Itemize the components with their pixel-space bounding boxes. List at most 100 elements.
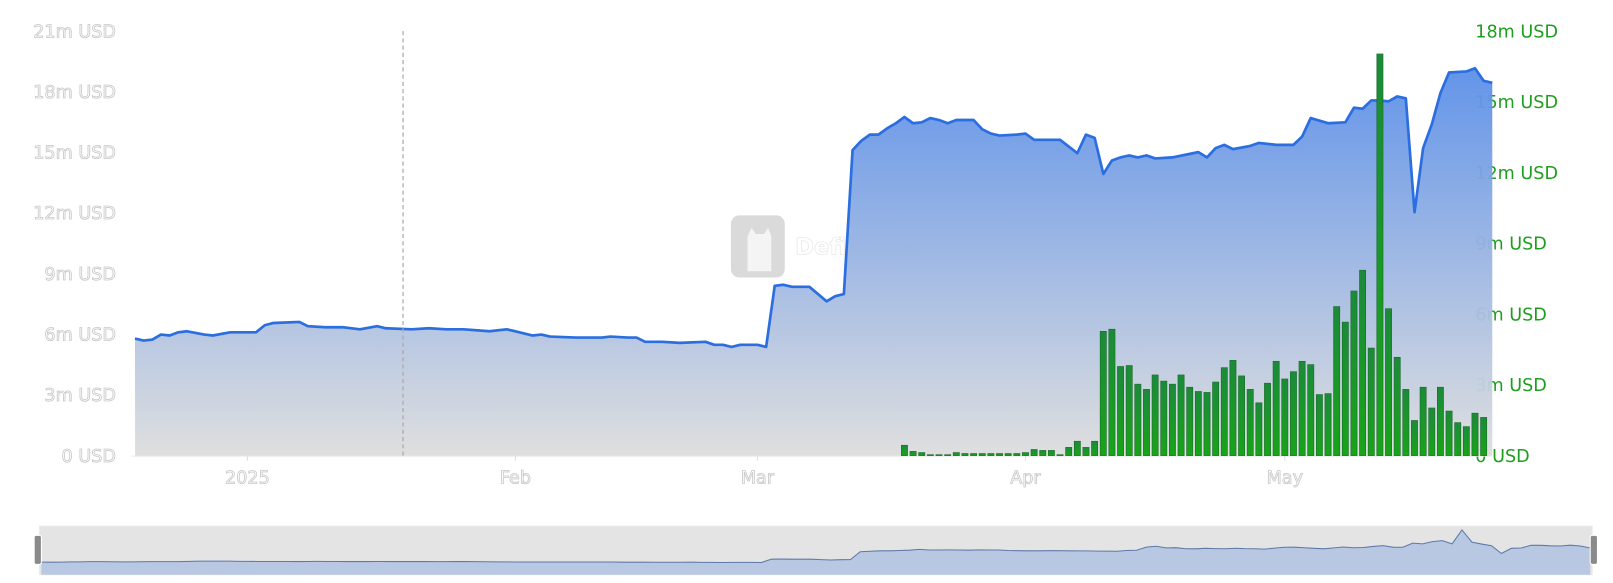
volume-bar[interactable] — [1307, 364, 1315, 456]
volume-bar[interactable] — [1411, 420, 1418, 456]
volume-bar[interactable] — [1367, 347, 1375, 456]
volume-bar[interactable] — [1177, 374, 1185, 456]
volume-bar[interactable] — [1246, 389, 1254, 456]
volume-bar[interactable] — [1376, 53, 1384, 456]
left-axis-tick-label: 3m USD — [44, 386, 116, 406]
volume-bar[interactable] — [961, 453, 969, 456]
volume-bar[interactable] — [944, 454, 952, 456]
x-axis: 2025 Feb Mar Apr May — [225, 455, 1303, 489]
volume-bar[interactable] — [1108, 328, 1116, 456]
volume-bar[interactable] — [987, 453, 995, 456]
left-axis-tick-label: 18m USD — [33, 83, 116, 103]
zoom-slider[interactable] — [33, 525, 1598, 576]
volume-bar[interactable] — [909, 451, 917, 456]
volume-bar[interactable] — [1272, 360, 1280, 456]
volume-bar[interactable] — [1298, 360, 1306, 456]
volume-bar[interactable] — [1445, 410, 1453, 456]
volume-bar[interactable] — [1151, 374, 1159, 456]
volume-bar[interactable] — [996, 453, 1003, 456]
volume-bar[interactable] — [1281, 378, 1289, 456]
volume-bar[interactable] — [1056, 454, 1064, 456]
volume-bar[interactable] — [1220, 367, 1228, 456]
volume-bar[interactable] — [1436, 386, 1444, 456]
volume-bar[interactable] — [1350, 290, 1358, 456]
volume-bars-overlay — [901, 53, 1488, 456]
volume-bar[interactable] — [1333, 306, 1341, 456]
volume-bar[interactable] — [1419, 386, 1427, 456]
volume-bar[interactable] — [1099, 331, 1107, 456]
volume-bar[interactable] — [1385, 308, 1392, 456]
volume-bar[interactable] — [1073, 440, 1081, 456]
volume-bar[interactable] — [1186, 386, 1194, 456]
x-axis-tick-label: Apr — [1010, 469, 1041, 489]
right-axis-tick-label: 3m USD — [1475, 376, 1547, 396]
llama-logo-shape — [747, 227, 772, 272]
volume-bar[interactable] — [1324, 393, 1332, 456]
volume-bar[interactable] — [1143, 389, 1150, 456]
volume-bar[interactable] — [1169, 383, 1176, 456]
volume-bar[interactable] — [918, 452, 926, 456]
volume-bar[interactable] — [1341, 321, 1349, 456]
volume-bar[interactable] — [1393, 356, 1401, 456]
volume-bar[interactable] — [978, 453, 986, 456]
volume-bar[interactable] — [1117, 366, 1124, 456]
left-axis-tick-label: 0 USD — [62, 447, 116, 467]
slider-overview-line — [41, 529, 1591, 564]
x-axis-tick-label: 2025 — [225, 469, 270, 489]
slider-overview-area — [41, 529, 1591, 575]
volume-bar[interactable] — [1255, 402, 1263, 456]
left-axis-tick-label: 12m USD — [33, 204, 116, 224]
volume-bar[interactable] — [1402, 389, 1410, 456]
volume-bar[interactable] — [1428, 407, 1436, 456]
volume-bar[interactable] — [1160, 380, 1168, 456]
slider-right-handle[interactable] — [1589, 534, 1598, 565]
volume-bar[interactable] — [1065, 447, 1073, 456]
volume-bar[interactable] — [901, 444, 908, 456]
volume-bar[interactable] — [1022, 452, 1029, 456]
volume-bar[interactable] — [1290, 371, 1297, 456]
volume-bar[interactable] — [1462, 426, 1470, 456]
x-axis-tick-label: Feb — [500, 469, 531, 489]
volume-bar[interactable] — [1315, 394, 1323, 456]
left-axis-tick-label: 21m USD — [33, 22, 116, 42]
volume-bar[interactable] — [1030, 449, 1038, 456]
x-axis-tick-label: Mar — [741, 469, 775, 489]
right-axis-tick-label: 15m USD — [1475, 93, 1558, 113]
right-axis-tick-label: 9m USD — [1475, 235, 1547, 255]
right-axis-tick-label: 12m USD — [1475, 164, 1558, 184]
volume-bar[interactable] — [1229, 360, 1237, 456]
slider-left-handle[interactable] — [33, 534, 42, 565]
volume-bar[interactable] — [1264, 382, 1271, 456]
volume-bar[interactable] — [1359, 269, 1367, 456]
volume-bar[interactable] — [1471, 412, 1479, 456]
tvl-area — [135, 68, 1493, 456]
volume-bar[interactable] — [1039, 450, 1047, 456]
volume-bar[interactable] — [1047, 450, 1055, 456]
volume-bar[interactable] — [1004, 453, 1012, 456]
volume-bar[interactable] — [1203, 392, 1211, 456]
volume-bar[interactable] — [1454, 422, 1462, 456]
volume-bar[interactable] — [926, 454, 934, 456]
left-y-axis: 0 USD 3m USD 6m USD 9m USD 12m USD 15m USD 18m… — [33, 22, 117, 467]
tvl-line — [134, 66, 1493, 349]
volume-bar[interactable] — [1238, 375, 1246, 456]
left-axis-tick-label: 6m USD — [44, 326, 116, 346]
volume-bar[interactable] — [952, 452, 960, 456]
volume-bar[interactable] — [1091, 440, 1099, 456]
right-axis-tick-label: 18m USD — [1475, 22, 1558, 42]
left-axis-tick-label: 9m USD — [44, 265, 116, 285]
volume-bar[interactable] — [935, 454, 943, 456]
volume-bar[interactable] — [1480, 417, 1488, 456]
volume-bar[interactable] — [1134, 383, 1142, 456]
volume-bar[interactable] — [1082, 447, 1090, 456]
volume-bar[interactable] — [1125, 365, 1133, 456]
volume-bar[interactable] — [970, 453, 978, 456]
right-axis-tick-label: 6m USD — [1475, 305, 1547, 325]
volume-bar[interactable] — [1013, 453, 1021, 456]
volume-bar[interactable] — [1212, 381, 1220, 456]
left-axis-tick-label: 15m USD — [33, 144, 116, 164]
x-axis-tick-label: May — [1267, 469, 1303, 489]
volume-bar[interactable] — [1194, 391, 1202, 456]
